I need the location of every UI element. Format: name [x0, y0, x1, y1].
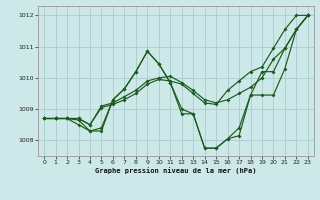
X-axis label: Graphe pression niveau de la mer (hPa): Graphe pression niveau de la mer (hPa) — [95, 167, 257, 174]
